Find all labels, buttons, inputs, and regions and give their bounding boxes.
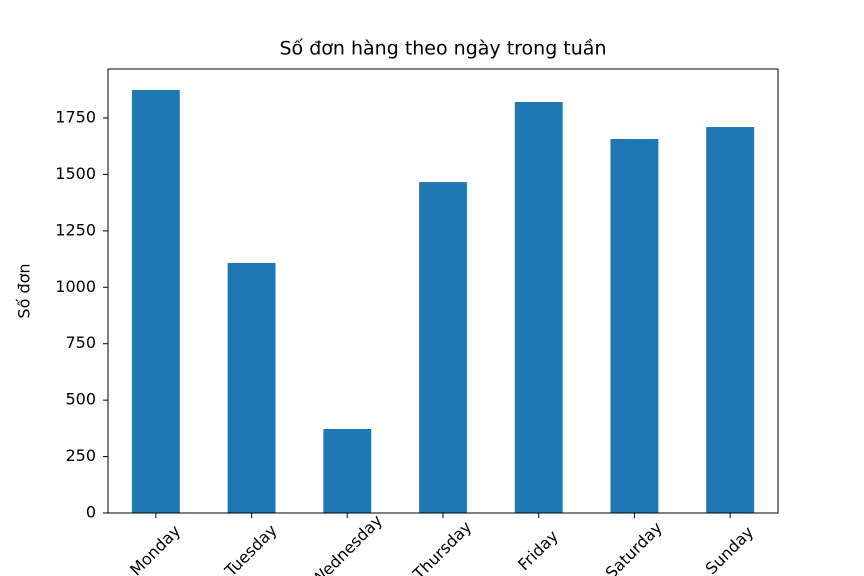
bar (610, 138, 659, 513)
y-tick-label: 1500 (55, 164, 96, 183)
plot-frame (107, 68, 779, 514)
y-axis-label: Số đơn (15, 263, 34, 318)
bar (514, 101, 563, 513)
y-tick-label: 250 (65, 446, 96, 465)
x-tick-label: Sunday (702, 522, 758, 576)
x-tick-label: Saturday (602, 518, 666, 576)
bar (131, 89, 180, 513)
y-tick-label: 500 (65, 390, 96, 409)
y-tick-label: 1750 (55, 107, 96, 126)
x-tick-label: Tuesday (220, 521, 280, 576)
x-tick-label: Monday (126, 521, 184, 576)
y-tick-label: 1000 (55, 277, 96, 296)
x-tick-label: Friday (514, 526, 562, 574)
x-tick-label: Thursday (409, 517, 476, 576)
chart-title: Số đơn hàng theo ngày trong tuần (280, 38, 607, 60)
bar (419, 182, 467, 513)
y-tick-label: 0 (86, 503, 96, 522)
x-tick-label: Wednesday (307, 511, 386, 576)
bar (227, 262, 276, 513)
y-tick-label: 750 (65, 333, 96, 352)
bar (706, 127, 755, 514)
bar (323, 429, 372, 513)
y-tick-label: 1250 (55, 220, 96, 239)
